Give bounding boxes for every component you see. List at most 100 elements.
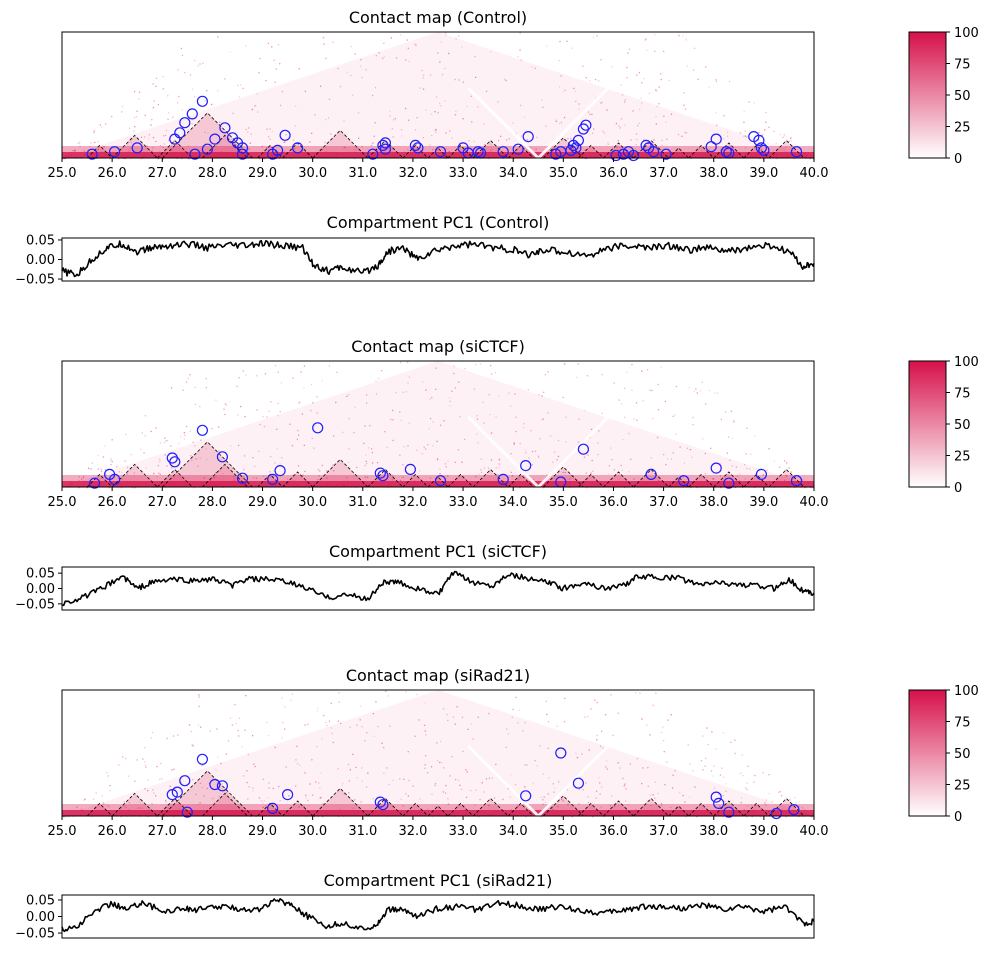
loop-call-circle <box>570 142 582 154</box>
contact-speckle <box>660 78 662 81</box>
colorbar-tick-label: 25 <box>954 121 971 136</box>
contact-speckle <box>760 808 762 810</box>
contact-speckle <box>309 141 311 143</box>
contact-speckle <box>183 438 186 440</box>
contact-speckle <box>779 466 781 468</box>
contact-speckle <box>402 464 404 466</box>
contact-speckle <box>715 79 717 81</box>
contact-speckle <box>475 475 477 478</box>
contact-speckle <box>416 117 418 119</box>
contact-speckle <box>619 815 621 818</box>
contact-speckle <box>470 789 472 792</box>
contact-speckle <box>243 476 245 478</box>
contact-speckle <box>683 462 686 464</box>
contact-speckle <box>586 487 588 489</box>
contact-speckle <box>163 143 165 145</box>
contact-speckle <box>657 383 659 386</box>
pc1-sirad21-title: Compartment PC1 (siRad21) <box>324 871 553 890</box>
contact-speckle <box>729 459 731 461</box>
contact-speckle <box>555 119 557 121</box>
contact-speckle <box>663 115 665 117</box>
contact-speckle <box>106 772 108 774</box>
contact-speckle <box>636 74 638 76</box>
contact-speckle <box>547 793 549 795</box>
contact-speckle <box>97 140 99 143</box>
contact-speckle <box>259 157 261 160</box>
contact-speckle <box>133 117 135 119</box>
loop-call-circle <box>753 134 765 146</box>
contact-speckle <box>812 157 815 160</box>
contact-speckle <box>558 781 560 783</box>
contact-speckle <box>127 775 130 777</box>
contact-speckle <box>303 386 305 389</box>
contact-speckle <box>219 470 221 472</box>
contact-speckle <box>656 106 658 108</box>
contact-speckle <box>328 365 330 367</box>
contact-speckle <box>337 67 339 70</box>
contact-speckle <box>773 460 775 462</box>
contact-speckle <box>539 745 541 747</box>
contact-speckle <box>322 37 325 39</box>
contact-speckle <box>739 480 741 482</box>
contact-speckle <box>689 763 691 765</box>
contact-speckle <box>392 136 394 138</box>
contact-speckle <box>424 764 426 766</box>
x-tick-label: 35.0 <box>549 166 578 181</box>
x-tick-label: 29.0 <box>248 495 277 510</box>
contact-speckle <box>425 389 427 391</box>
contact-speckle <box>198 705 200 708</box>
contact-speckle <box>426 772 429 774</box>
contact-speckle <box>674 770 676 772</box>
contact-speckle <box>495 763 497 766</box>
contact-speckle <box>531 464 533 466</box>
contact-speckle <box>785 474 787 477</box>
contact-speckle <box>714 787 716 789</box>
contact-speckle <box>172 735 175 737</box>
contact-speckle <box>778 815 780 818</box>
contact-speckle <box>215 476 217 478</box>
contact-speckle <box>768 126 770 128</box>
contact-speckle <box>159 778 161 780</box>
contact-speckle <box>229 401 231 403</box>
contact-speckle <box>400 361 402 364</box>
contact-speckle <box>152 83 154 85</box>
contact-speckle <box>135 116 137 118</box>
loop-call-circle <box>572 777 585 789</box>
contact-speckle <box>547 747 549 749</box>
contact-speckle <box>298 402 300 404</box>
contact-speckle <box>274 746 276 749</box>
contact-speckle <box>454 78 456 81</box>
y-tick-label: −0.05 <box>15 927 55 942</box>
contact-speckle <box>202 62 204 65</box>
contact-speckle <box>613 469 615 471</box>
contact-speckle <box>405 391 407 393</box>
contact-speckle <box>697 477 699 479</box>
contact-speckle <box>369 425 371 427</box>
contact-speckle <box>240 84 242 86</box>
contact-speckle <box>235 143 237 146</box>
contact-speckle <box>173 768 175 770</box>
contact-speckle <box>269 128 271 130</box>
contact-speckle <box>325 151 327 153</box>
contact-speckle <box>440 41 443 43</box>
contact-speckle <box>694 786 696 788</box>
contact-speckle <box>159 442 161 444</box>
contact-speckle <box>169 785 171 787</box>
contact-speckle <box>750 453 752 455</box>
contact-speckle <box>422 137 424 139</box>
loop-call-circle <box>379 137 391 149</box>
contact-speckle <box>445 132 447 134</box>
contact-speckle <box>693 390 695 392</box>
contact-speckle <box>332 741 334 744</box>
contact-speckle <box>312 402 314 404</box>
contact-speckle <box>513 442 515 444</box>
contact-speckle <box>377 377 380 380</box>
contact-speckle <box>159 459 161 461</box>
contact-speckle <box>637 125 639 127</box>
contact-speckle <box>120 487 123 489</box>
diagonal-band <box>62 481 814 487</box>
contact-speckle <box>652 417 654 420</box>
contact-speckle <box>270 455 272 458</box>
x-tick-label: 36.0 <box>599 824 628 839</box>
contact-speckle <box>423 74 425 76</box>
